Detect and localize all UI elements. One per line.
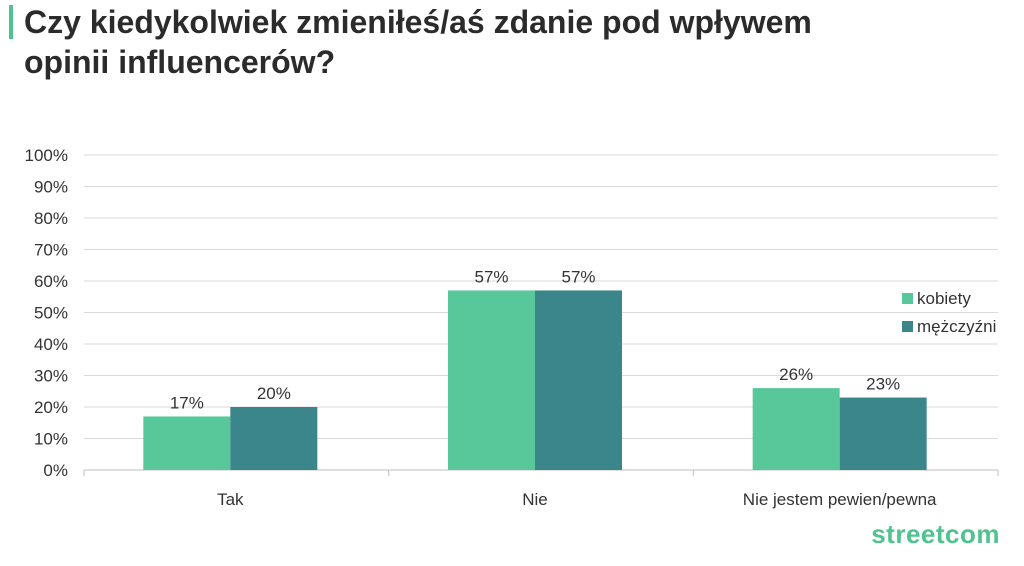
legend-swatch: [902, 321, 913, 332]
bar-mezczyzni: [839, 397, 927, 470]
y-tick-label: 70%: [34, 241, 68, 260]
data-label: 20%: [257, 384, 291, 403]
title-line-1: Czy kiedykolwiek zmieniłeś/aś zdanie pod…: [24, 4, 812, 40]
streetcom-logo: streetcom: [871, 519, 1000, 549]
data-label: 23%: [866, 375, 900, 394]
page-title: Czy kiedykolwiek zmieniłeś/aś zdanie pod…: [24, 2, 984, 82]
bar-kobiety: [752, 388, 840, 470]
title-line-2: opinii influencerów?: [24, 44, 336, 80]
legend-swatch: [902, 293, 913, 304]
bar-kobiety: [143, 416, 231, 470]
y-tick-label: 80%: [34, 209, 68, 228]
y-tick-label: 60%: [34, 272, 68, 291]
y-tick-label: 50%: [34, 304, 68, 323]
y-tick-label: 90%: [34, 178, 68, 197]
bar-kobiety: [448, 290, 535, 470]
data-label: 26%: [779, 365, 813, 384]
data-label: 17%: [170, 393, 204, 412]
y-tick-label: 40%: [34, 335, 68, 354]
y-tick-label: 20%: [34, 398, 68, 417]
x-category-label: Nie: [522, 490, 548, 509]
bar-mezczyzni: [230, 407, 318, 470]
bar-mezczyzni: [535, 290, 622, 470]
y-tick-label: 0%: [43, 461, 68, 480]
y-tick-label: 30%: [34, 367, 68, 386]
title-accent-bar: [9, 5, 13, 39]
data-label: 57%: [561, 267, 595, 286]
y-tick-label: 10%: [34, 430, 68, 449]
data-label: 57%: [474, 267, 508, 286]
x-category-label: Nie jestem pewien/pewna: [743, 490, 937, 509]
y-tick-label: 100%: [25, 146, 68, 165]
x-category-label: Tak: [217, 490, 244, 509]
legend-label: mężczyźni: [917, 317, 996, 336]
legend-label: kobiety: [917, 289, 971, 308]
